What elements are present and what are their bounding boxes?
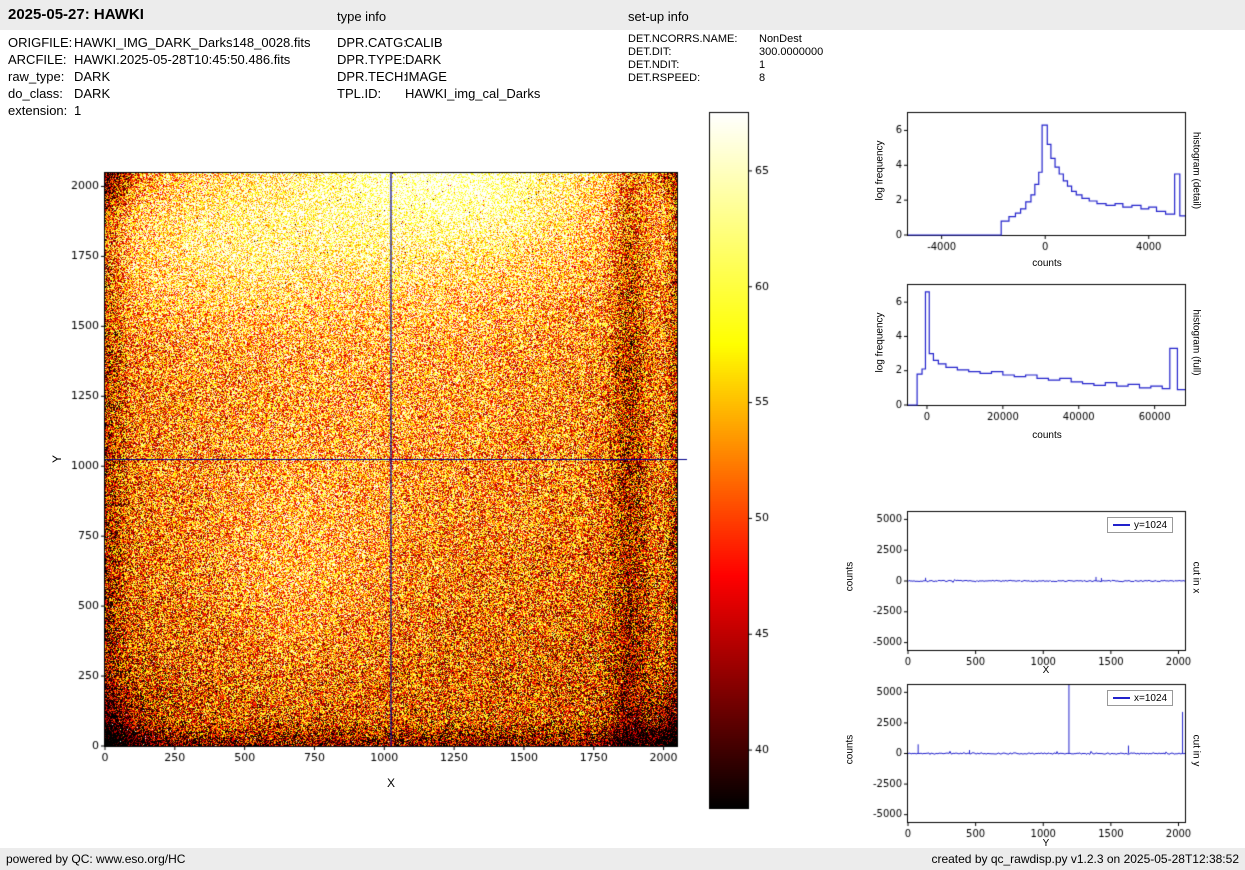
cut-y-xaxis-label: Y <box>1042 838 1050 849</box>
footer-credit-right: created by qc_rawdisp.py v1.2.3 on 2025-… <box>931 852 1239 866</box>
meta-value: HAWKI_IMG_DARK_Darks148_0028.fits <box>74 35 311 50</box>
dark-frame-heatmap <box>55 165 700 795</box>
hist-detail-xaxis-label: counts <box>1032 258 1062 269</box>
hist-detail-right-label: histogram (detail) <box>1190 131 1202 210</box>
cut-y-legend: x=1024 <box>1107 690 1174 706</box>
meta-label: ORIGFILE: <box>8 35 73 50</box>
main-yaxis-label: Y <box>50 455 64 464</box>
header-bar: 2025-05-27: HAWKI type info set-up info <box>0 0 1245 30</box>
meta-label: extension: <box>8 103 68 118</box>
histogram-detail-plot <box>860 105 1200 275</box>
meta-label: ARCFILE: <box>8 52 67 67</box>
meta-row: ARCFILE: HAWKI.2025-05-28T10:45:50.486.fi… <box>8 51 311 68</box>
meta-label: raw_type: <box>8 69 65 84</box>
meta-row: DPR.CATG:CALIB <box>337 34 540 51</box>
meta-label: do_class: <box>8 86 63 101</box>
meta-row: DET.RSPEED: 8 <box>628 72 823 85</box>
cut-in-x-plot <box>855 504 1200 684</box>
meta-value: IMAGE <box>405 69 447 84</box>
meta-row: DPR.TYPE:DARK <box>337 51 540 68</box>
meta-row: ORIGFILE: HAWKI_IMG_DARK_Darks148_0028.fi… <box>8 34 311 51</box>
meta-value: DARK <box>74 69 111 84</box>
cut-y-right-label: cut in y <box>1190 734 1202 767</box>
type-info-heading: type info <box>337 9 387 24</box>
meta-value: DARK <box>74 86 111 101</box>
file-info-block: ORIGFILE: HAWKI_IMG_DARK_Darks148_0028.fi… <box>8 34 311 119</box>
main-xaxis-label: X <box>386 776 395 790</box>
meta-value: NonDest <box>759 33 802 45</box>
meta-label: DPR.TYPE: <box>337 52 406 67</box>
legend-line-icon <box>1113 524 1130 526</box>
meta-value: 300.0000000 <box>759 46 824 58</box>
meta-value: HAWKI_img_cal_Darks <box>405 86 541 101</box>
legend-line-icon <box>1113 697 1130 699</box>
page-title: 2025-05-27: HAWKI <box>8 6 144 23</box>
meta-row: TPL.ID: HAWKI_img_cal_Darks <box>337 85 540 102</box>
meta-label: TPL.ID: <box>337 86 382 101</box>
footer-bar: powered by QC: www.eso.org/HC created by… <box>0 848 1245 870</box>
meta-value: 1 <box>74 103 82 118</box>
hist-full-right-label: histogram (full) <box>1190 309 1202 376</box>
setup-info-block: DET.NCORRS.NAME: NonDest DET.DIT: 300.0000… <box>628 33 823 85</box>
hist-detail-yaxis-label: log frequency <box>874 140 886 201</box>
meta-row: raw_type: DARK <box>8 68 311 85</box>
meta-row: DPR.TECH:IMAGE <box>337 68 540 85</box>
meta-row: DET.DIT: 300.0000000 <box>628 46 823 59</box>
setup-info-heading: set-up info <box>628 9 689 24</box>
footer-credit-left: powered by QC: www.eso.org/HC <box>6 852 186 866</box>
cut-x-yaxis-label: counts <box>844 561 856 592</box>
cut-x-legend-label: y=1024 <box>1134 519 1168 531</box>
colorbar <box>705 105 780 820</box>
meta-row: do_class: DARK <box>8 85 311 102</box>
meta-label: DET.DIT: <box>628 46 672 58</box>
meta-value: CALIB <box>405 35 443 50</box>
meta-value: DARK <box>405 52 442 67</box>
meta-row: extension: 1 <box>8 102 311 119</box>
cut-x-legend: y=1024 <box>1107 517 1174 533</box>
hist-full-yaxis-label: log frequency <box>874 312 886 373</box>
meta-value: HAWKI.2025-05-28T10:45:50.486.fits <box>74 52 291 67</box>
meta-row: DET.NCORRS.NAME: NonDest <box>628 33 823 46</box>
cut-x-xaxis-label: X <box>1042 665 1050 676</box>
histogram-full-plot <box>860 277 1200 447</box>
meta-label: DET.RSPEED: <box>628 72 701 84</box>
cut-y-yaxis-label: counts <box>844 734 856 765</box>
meta-label: DPR.CATG: <box>337 35 407 50</box>
cut-x-right-label: cut in x <box>1190 561 1202 594</box>
meta-label: DET.NDIT: <box>628 59 680 71</box>
meta-row: DET.NDIT: 1 <box>628 59 823 72</box>
meta-value: 1 <box>759 59 766 71</box>
meta-label: DET.NCORRS.NAME: <box>628 33 738 45</box>
meta-value: 8 <box>759 72 766 84</box>
cut-y-legend-label: x=1024 <box>1134 692 1168 704</box>
hist-full-xaxis-label: counts <box>1032 430 1062 441</box>
type-info-block: DPR.CATG:CALIB DPR.TYPE:DARK DPR.TECH:IM… <box>337 34 540 102</box>
meta-label: DPR.TECH: <box>337 69 408 84</box>
